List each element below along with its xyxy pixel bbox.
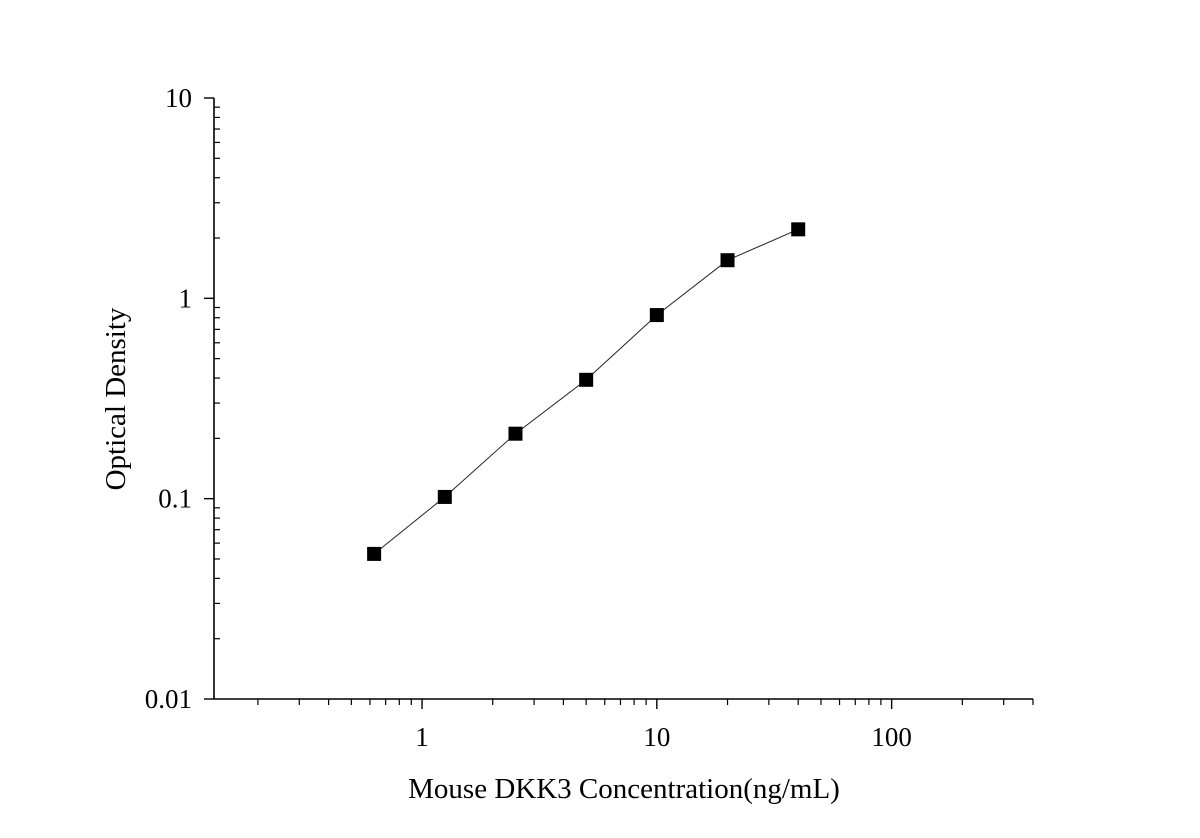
x-tick-label: 10 xyxy=(643,722,670,752)
y-tick-label: 0.1 xyxy=(158,484,192,514)
series xyxy=(367,222,806,561)
data-point xyxy=(720,253,735,268)
data-point xyxy=(791,222,806,237)
data-point xyxy=(367,546,382,561)
x-tick-label: 100 xyxy=(871,722,912,752)
data-point xyxy=(437,489,452,504)
data-point xyxy=(579,372,594,387)
data-point xyxy=(649,308,664,323)
data-point xyxy=(508,426,523,441)
ticks: 0.01 0.1 1 10 1 10 100 xyxy=(145,83,1034,752)
y-tick-label: 1 xyxy=(179,283,193,313)
y-axis-title: Optical Density xyxy=(100,307,132,490)
x-axis-title: Mouse DKK3 Concentration(ng/mL) xyxy=(408,773,840,805)
y-tick-label: 0.01 xyxy=(145,684,192,714)
x-tick-label: 1 xyxy=(415,722,429,752)
series-line xyxy=(373,228,799,555)
axes xyxy=(213,98,1033,700)
y-tick-label: 10 xyxy=(165,83,192,113)
